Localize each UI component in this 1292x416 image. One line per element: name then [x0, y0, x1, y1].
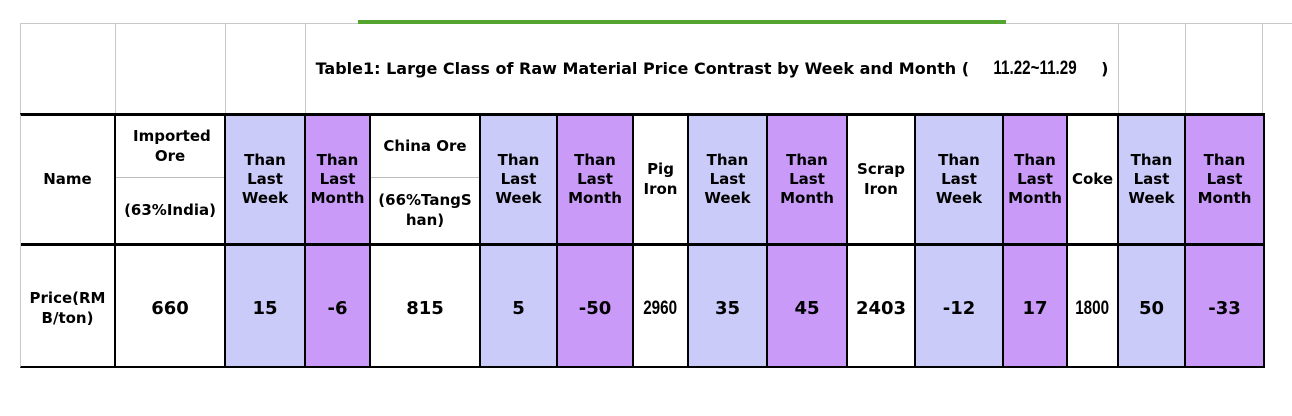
month-coke-value: -33 — [1208, 298, 1241, 319]
header-imported-ore-cell[interactable]: Imported Ore (63%India) — [116, 116, 226, 246]
month-pig-iron-value: 45 — [794, 298, 820, 319]
price-contrast-table: Name Imported Ore (63%India) Than Last W… — [20, 113, 1265, 368]
header-month-coke[interactable]: Than Last Month — [1186, 116, 1263, 246]
pig-iron-label: Pig Iron — [643, 160, 678, 198]
week-pig-iron-value: 35 — [714, 298, 741, 319]
header-week-scrap-iron[interactable]: Than Last Week — [916, 116, 1004, 246]
than-last-month-label: Than Last Month — [780, 150, 834, 208]
header-month-imported-ore[interactable]: Than Last Month — [306, 116, 371, 246]
empty-cell[interactable] — [226, 24, 306, 113]
week-china-ore-cell[interactable]: 5 — [481, 246, 558, 366]
month-china-ore-cell[interactable]: -50 — [558, 246, 634, 366]
empty-cell[interactable] — [21, 24, 116, 113]
month-imported-ore-cell[interactable]: -6 — [306, 246, 371, 366]
week-scrap-iron-cell[interactable]: -12 — [916, 246, 1004, 366]
table-title-cell[interactable]: Table1: Large Class of Raw Material Pric… — [306, 24, 1119, 113]
than-last-week-label: Than Last Week — [935, 150, 983, 208]
coke-label: Coke — [1071, 169, 1114, 188]
header-name-cell[interactable]: Name — [21, 116, 116, 246]
imported-ore-name-subcell: Imported Ore — [116, 116, 224, 178]
header-month-pig-iron[interactable]: Than Last Month — [768, 116, 848, 246]
header-month-china-ore[interactable]: Than Last Month — [558, 116, 634, 246]
price-imported-ore-cell[interactable]: 660 — [116, 246, 226, 366]
row-label-cell[interactable]: Price(RMB/ton) — [21, 246, 116, 366]
price-scrap-iron-cell[interactable]: 2403 — [848, 246, 916, 366]
month-scrap-iron-cell[interactable]: 17 — [1004, 246, 1068, 366]
than-last-month-label: Than Last Month — [1008, 150, 1062, 208]
green-accent-line — [358, 20, 1006, 24]
than-last-month-label: Than Last Month — [310, 150, 365, 208]
china-ore-name-subcell: China Ore — [371, 116, 479, 178]
table-title-text: Table1: Large Class of Raw Material Pric… — [315, 59, 970, 78]
header-china-ore-cell[interactable]: China Ore (66%TangShan) — [371, 116, 481, 246]
price-china-ore-cell[interactable]: 815 — [371, 246, 481, 366]
china-ore-grade-label: (66%TangShan) — [378, 191, 472, 229]
title-row: Table1: Large Class of Raw Material Pric… — [20, 24, 1263, 113]
price-scrap-iron-value: 2403 — [855, 298, 907, 319]
empty-cell[interactable] — [1186, 24, 1263, 113]
week-imported-ore-cell[interactable]: 15 — [226, 246, 306, 366]
than-last-month-label: Than Last Month — [1197, 150, 1252, 208]
imported-ore-grade-label: (63%India) — [124, 200, 216, 219]
scrap-iron-label: Scrap Iron — [857, 160, 905, 198]
header-week-pig-iron[interactable]: Than Last Week — [689, 116, 768, 246]
price-coke-cell[interactable]: 1800 — [1068, 246, 1119, 366]
china-ore-grade-subcell: (66%TangShan) — [371, 178, 479, 243]
header-scrap-iron-cell[interactable]: Scrap Iron — [848, 116, 916, 246]
than-last-week-label: Than Last Week — [495, 150, 542, 208]
header-pig-iron-cell[interactable]: Pig Iron — [634, 116, 689, 246]
month-scrap-iron-value: 17 — [1022, 298, 1048, 319]
month-imported-ore-value: -6 — [327, 298, 348, 319]
week-coke-value: 50 — [1138, 298, 1165, 319]
week-imported-ore-value: 15 — [252, 298, 278, 319]
week-china-ore-value: 5 — [512, 298, 525, 319]
header-month-scrap-iron[interactable]: Than Last Month — [1004, 116, 1068, 246]
than-last-month-label: Than Last Month — [568, 150, 622, 208]
price-pig-iron-cell[interactable]: 2960 — [634, 246, 689, 366]
price-coke-value: 1800 — [1075, 297, 1110, 319]
name-label: Name — [43, 169, 92, 188]
table-title-close-paren: ) — [1101, 59, 1109, 78]
price-row-label: Price(RMB/ton) — [29, 289, 106, 327]
price-pig-iron-value: 2960 — [643, 297, 678, 319]
table-title-date-range: 11.22~11.29 — [993, 57, 1077, 79]
than-last-week-label: Than Last Week — [704, 150, 751, 208]
price-imported-ore-value: 660 — [151, 298, 189, 319]
week-scrap-iron-value: -12 — [942, 298, 976, 319]
week-pig-iron-cell[interactable]: 35 — [689, 246, 768, 366]
price-china-ore-value: 815 — [406, 298, 444, 319]
header-coke-cell[interactable]: Coke — [1068, 116, 1119, 246]
month-pig-iron-cell[interactable]: 45 — [768, 246, 848, 366]
china-ore-label: China Ore — [383, 136, 467, 155]
than-last-week-label: Than Last Week — [241, 150, 289, 208]
week-coke-cell[interactable]: 50 — [1119, 246, 1186, 366]
imported-ore-label: Imported Ore — [133, 127, 211, 165]
than-last-week-label: Than Last Week — [1128, 150, 1175, 208]
month-coke-cell[interactable]: -33 — [1186, 246, 1263, 366]
empty-cell[interactable] — [1119, 24, 1186, 113]
header-week-china-ore[interactable]: Than Last Week — [481, 116, 558, 246]
header-week-coke[interactable]: Than Last Week — [1119, 116, 1186, 246]
empty-cell[interactable] — [116, 24, 226, 113]
month-china-ore-value: -50 — [578, 298, 612, 319]
imported-ore-grade-subcell: (63%India) — [116, 178, 224, 243]
header-week-imported-ore[interactable]: Than Last Week — [226, 116, 306, 246]
